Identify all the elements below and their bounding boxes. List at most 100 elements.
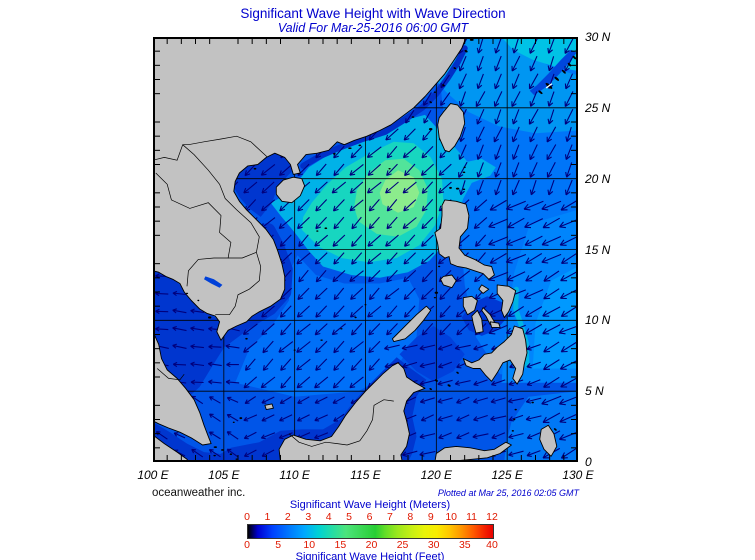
islet [447,384,451,387]
wave-direction-arrow [440,92,451,106]
wave-direction-arrow [333,252,345,265]
wave-direction-arrow [543,288,560,300]
wave-direction-arrow [456,396,470,404]
wave-direction-arrow [243,414,258,422]
wave-direction-arrow [225,343,240,350]
wave-direction-arrow [543,270,560,282]
islet [462,188,466,191]
islet [324,227,328,230]
colorbar-tick-5: 5 [346,511,352,523]
wave-direction-arrow [315,269,327,283]
wave-direction-arrow [560,306,578,318]
wave-direction-arrow [494,55,502,72]
wave-direction-arrow [476,108,485,125]
wave-direction-arrow [403,269,417,283]
wave-map [153,37,578,462]
wave-direction-arrow [278,217,293,229]
wave-direction-arrow [476,38,484,54]
wave-direction-arrow [421,269,434,283]
wave-direction-arrow [506,271,526,282]
wave-direction-arrow [367,252,382,265]
wave-direction-arrow [350,287,364,300]
wave-direction-arrow [385,128,399,141]
wave-direction-arrow [278,163,293,176]
wave-direction-arrow [423,92,432,106]
wave-direction-arrow [385,234,399,247]
land-malay-peninsula [153,331,212,446]
wave-direction-arrow [494,38,502,54]
lon-label-110-e: 110 E [279,468,310,482]
wave-direction-arrow [226,431,239,440]
wave-direction-arrow [529,126,538,143]
land-panay [462,295,478,316]
wave-direction-arrow [559,218,578,229]
wave-direction-arrow [560,199,578,211]
islet [462,171,466,174]
islet [340,328,343,330]
wave-direction-arrow [560,377,578,388]
islet [293,349,296,351]
wave-direction-arrow [421,234,434,247]
wave-direction-arrow [458,161,468,178]
wave-direction-arrow [351,234,363,247]
wave-direction-arrow [526,343,541,351]
wave-direction-arrow [386,305,398,318]
country-border-3 [215,252,262,316]
wave-direction-arrow [297,216,310,230]
wave-direction-arrow [422,128,433,141]
islet [438,265,441,268]
wave-direction-arrow [349,305,364,318]
colorbar-tick-25: 25 [396,539,409,551]
colorbar-tick-10: 10 [303,539,316,551]
islet [239,417,243,420]
wave-direction-arrow [476,73,484,90]
wave-direction-arrow [403,128,416,141]
wave-direction-arrow [512,38,519,54]
sea-patch-tonkin-dark [233,153,297,217]
wave-direction-arrow [208,379,222,385]
wave-direction-arrow [564,179,573,196]
wave-direction-arrow [190,326,205,332]
land-taiwan [437,103,466,153]
wave-direction-arrow [525,270,542,282]
islet [235,458,238,460]
wave-direction-arrow [384,287,400,300]
sea-patch-china-coast-fringe [300,45,468,169]
wave-direction-arrow [207,361,222,367]
plotted-timestamp: Plotted at Mar 25, 2016 02:05 GMT [437,488,579,498]
islet [572,55,577,60]
wave-direction-arrow [564,38,574,54]
wave-direction-arrow [489,253,507,264]
colorbar-tick-15: 15 [334,539,347,551]
wave-direction-arrow [349,181,364,194]
wave-direction-arrow [420,163,434,176]
wave-direction-arrow [403,199,417,212]
wave-direction-arrow [547,179,555,196]
wave-direction-arrow [526,432,541,440]
wave-direction-arrow [505,253,527,264]
lon-label-100-e: 100 E [137,468,169,482]
wave-direction-arrow [225,379,240,385]
wave-direction-arrow [209,396,221,404]
islet [253,167,257,170]
land-palawan [391,305,432,343]
colorbar-tick-6: 6 [366,511,373,523]
land-mindoro [440,274,457,289]
wave-direction-arrow [494,162,502,178]
wave-direction-arrow [523,200,544,211]
wave-direction-arrow [454,380,471,386]
islet [561,69,566,74]
wave-direction-arrow [475,91,486,108]
wave-direction-arrow [262,358,274,371]
wave-direction-arrow [423,110,432,124]
sea-patch-ryukyu-shadow [529,49,577,96]
wave-direction-arrow [403,287,416,301]
wave-direction-arrow [476,144,484,160]
page-title: Significant Wave Height with Wave Direct… [240,6,506,21]
land-luzon [434,199,495,280]
wave-direction-arrow [525,415,542,422]
wave-direction-arrow [386,163,398,177]
wave-direction-arrow [349,376,364,389]
land-bohol [489,321,501,328]
colorbar-tick-0: 0 [244,539,250,551]
